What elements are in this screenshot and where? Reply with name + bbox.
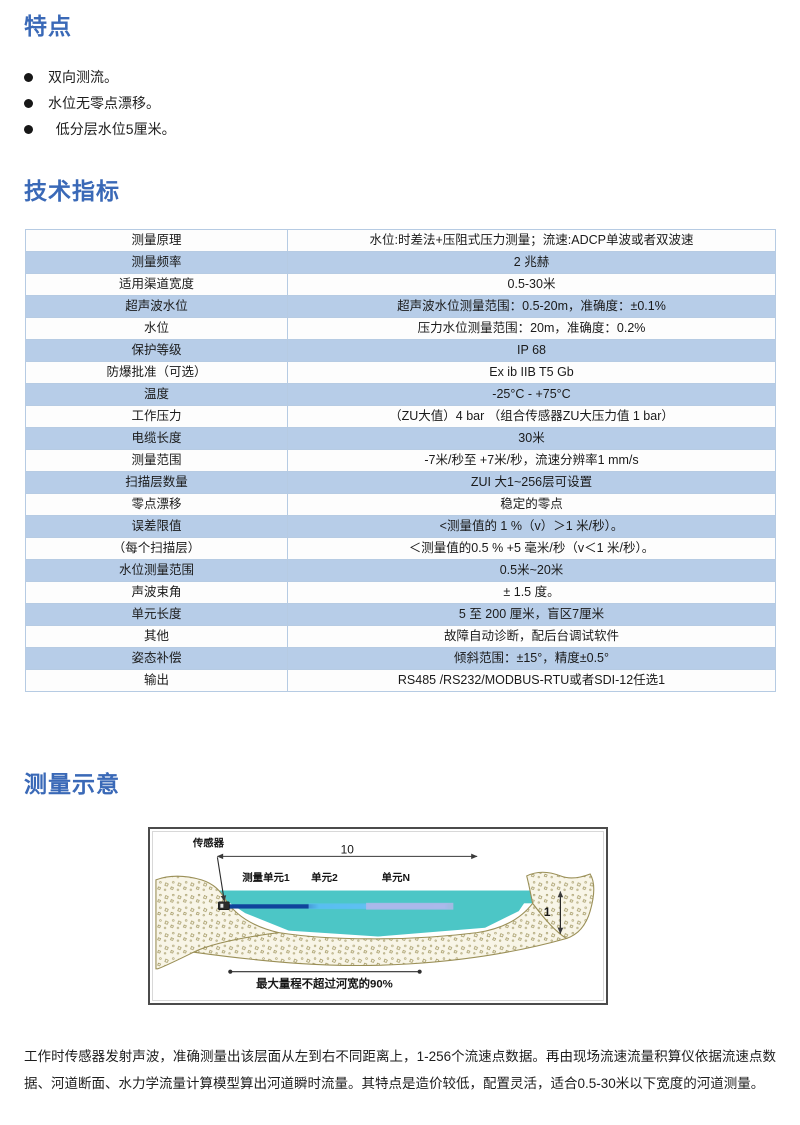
spec-label: 声波束角	[25, 581, 288, 604]
spec-value: 水位:时差法+压阻式压力测量；流速:ADCP单波或者双波速	[287, 229, 776, 252]
spec-label: 水位测量范围	[25, 559, 288, 582]
cell-n-label: 单元N	[382, 871, 410, 884]
cell-2-label: 单元2	[311, 871, 338, 884]
table-row: 测量原理 水位:时差法+压阻式压力测量；流速:ADCP单波或者双波速	[25, 229, 776, 252]
spec-value: RS485 /RS232/MODBUS-RTU或者SDI-12任选1	[287, 669, 776, 692]
table-row: 其他 故障自动诊断，配后台调试软件	[25, 625, 776, 648]
spec-label: 适用渠道宽度	[25, 273, 288, 296]
table-row: 保护等级 IP 68	[25, 339, 776, 362]
spec-label: 防爆批准（可选）	[25, 361, 288, 384]
feature-text: 双向测流。	[48, 69, 118, 85]
table-row: （每个扫描层） ＜测量值的0.5 % +5 毫米/秒（v＜1 米/秒）。	[25, 537, 776, 560]
spec-label: 扫描层数量	[25, 471, 288, 494]
spec-value: 稳定的零点	[287, 493, 776, 516]
features-heading: 特点	[24, 13, 72, 39]
table-row: 姿态补偿 倾斜范围：±15°，精度±0.5°	[25, 647, 776, 670]
spec-value: Ex ib IIB T5 Gb	[287, 361, 776, 384]
spec-label: 零点漂移	[25, 493, 288, 516]
feature-text: 水位无零点漂移。	[48, 95, 160, 111]
spec-label: 姿态补偿	[25, 647, 288, 670]
spec-value: ZUI 大1~256层可设置	[287, 471, 776, 494]
spec-value: ± 1.5 度。	[287, 581, 776, 604]
table-row: 水位测量范围 0.5米~20米	[25, 559, 776, 582]
table-row: 声波束角 ± 1.5 度。	[25, 581, 776, 604]
features-list: 双向测流。 水位无零点漂移。 低分层水位5厘米。	[24, 64, 176, 142]
spec-label: （每个扫描层）	[25, 537, 288, 560]
list-item: 双向测流。	[24, 64, 176, 90]
table-row: 温度 -25°C - +75°C	[25, 383, 776, 406]
table-row: 防爆批准（可选） Ex ib IIB T5 Gb	[25, 361, 776, 384]
width-dimension-label: 10	[341, 843, 355, 857]
spec-value: 2 兆赫	[287, 251, 776, 274]
table-row: 测量范围 -7米/秒至 +7米/秒，流速分辨率1 mm/s	[25, 449, 776, 472]
spec-value: -25°C - +75°C	[287, 383, 776, 406]
bullet-dot-icon	[24, 72, 33, 82]
spec-value: （ZU大值）4 bar （组合传感器ZU大压力值 1 bar）	[287, 405, 776, 428]
spec-value: 超声波水位测量范围：0.5-20m，准确度：±0.1%	[287, 295, 776, 318]
table-row: 电缆长度 30米	[25, 427, 776, 450]
diagram-canvas: 传感器 10 测量单元1 单元2 单元N 1 最大量程不超过河宽的90%	[155, 837, 595, 990]
table-row: 适用渠道宽度 0.5-30米	[25, 273, 776, 296]
spec-value: 0.5-30米	[287, 273, 776, 296]
spec-value: <测量值的 1 %（v）＞1 米/秒）。	[287, 515, 776, 538]
spec-value: 倾斜范围：±15°，精度±0.5°	[287, 647, 776, 670]
cell-1-label: 测量单元1	[242, 871, 290, 884]
spec-label: 测量范围	[25, 449, 288, 472]
description-paragraph: 工作时传感器发射声波，准确测量出该层面从左到右不同距离上，1-256个流速点数据…	[24, 1049, 776, 1091]
specifications-table: 测量原理 水位:时差法+压阻式压力测量；流速:ADCP单波或者双波速 测量频率 …	[25, 229, 776, 692]
spec-label: 水位	[25, 317, 288, 340]
spec-value: 5 至 200 厘米，盲区7厘米	[287, 603, 776, 626]
spec-label: 工作压力	[25, 405, 288, 428]
spec-label: 电缆长度	[25, 427, 288, 450]
diagram-heading: 测量示意	[24, 771, 120, 797]
spec-value: 压力水位测量范围：20m，准确度：0.2%	[287, 317, 776, 340]
spec-label: 测量频率	[25, 251, 288, 274]
bullet-dot-icon	[24, 124, 33, 134]
list-item: 水位无零点漂移。	[24, 90, 176, 116]
range-note-label: 最大量程不超过河宽的90%	[256, 976, 393, 990]
specifications-heading: 技术指标	[24, 178, 120, 204]
channel-bed	[191, 902, 568, 967]
table-row: 误差限值 <测量值的 1 %（v）＞1 米/秒）。	[25, 515, 776, 538]
sensor-leader-line	[216, 857, 227, 902]
sensor-device	[218, 901, 230, 910]
list-item: 低分层水位5厘米。	[24, 116, 176, 142]
table-row: 水位 压力水位测量范围：20m，准确度：0.2%	[25, 317, 776, 340]
spec-label: 超声波水位	[25, 295, 288, 318]
depth-dimension-label: 1	[544, 905, 551, 919]
table-row: 扫描层数量 ZUI 大1~256层可设置	[25, 471, 776, 494]
table-row: 零点漂移 稳定的零点	[25, 493, 776, 516]
sensor-label: 传感器	[192, 837, 225, 850]
spec-value: IP 68	[287, 339, 776, 362]
bullet-dot-icon	[24, 98, 33, 108]
spec-label: 温度	[25, 383, 288, 406]
spec-label: 单元长度	[25, 603, 288, 626]
spec-label: 测量原理	[25, 229, 288, 252]
specifications-table-body: 测量原理 水位:时差法+压阻式压力测量；流速:ADCP单波或者双波速 测量频率 …	[25, 229, 776, 692]
measurement-diagram: 传感器 10 测量单元1 单元2 单元N 1 最大量程不超过河宽的90%	[148, 827, 608, 1005]
table-row: 超声波水位 超声波水位测量范围：0.5-20m，准确度：±0.1%	[25, 295, 776, 318]
table-row: 输出 RS485 /RS232/MODBUS-RTU或者SDI-12任选1	[25, 669, 776, 692]
left-bank	[155, 875, 279, 970]
spec-value: -7米/秒至 +7米/秒，流速分辨率1 mm/s	[287, 449, 776, 472]
spec-label: 输出	[25, 669, 288, 692]
feature-text: 低分层水位5厘米。	[48, 121, 176, 137]
spec-value: 故障自动诊断，配后台调试软件	[287, 625, 776, 648]
table-row: 单元长度 5 至 200 厘米，盲区7厘米	[25, 603, 776, 626]
water-surface	[212, 890, 533, 904]
spec-label: 保护等级	[25, 339, 288, 362]
spec-value: 30米	[287, 427, 776, 450]
spec-label: 其他	[25, 625, 288, 648]
spec-value: ＜测量值的0.5 % +5 毫米/秒（v＜1 米/秒）。	[287, 537, 776, 560]
table-row: 测量频率 2 兆赫	[25, 251, 776, 274]
table-row: 工作压力 （ZU大值）4 bar （组合传感器ZU大压力值 1 bar）	[25, 405, 776, 428]
spec-value: 0.5米~20米	[287, 559, 776, 582]
spec-label: 误差限值	[25, 515, 288, 538]
